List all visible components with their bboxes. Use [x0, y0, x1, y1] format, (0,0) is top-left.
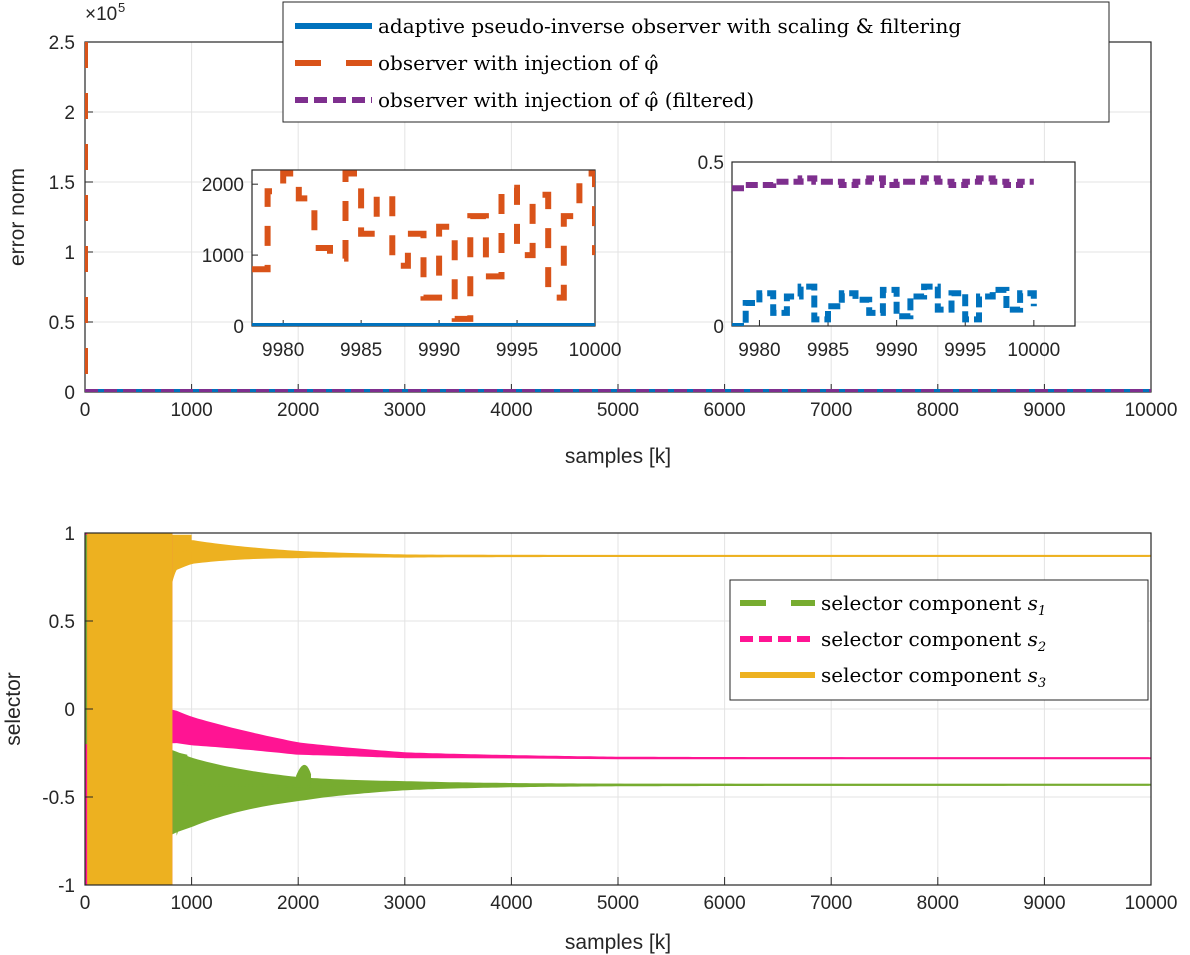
- inset-right-xtick-label: 9990: [875, 340, 917, 361]
- top-xtick-label: 10000: [1125, 400, 1178, 421]
- top-exponent-base: ×10: [85, 4, 117, 25]
- bottom-series-transition-s1: [172, 751, 188, 836]
- inset-left-xtick-label: 9990: [418, 340, 460, 361]
- legend-label-s3: selector component s3: [821, 663, 1046, 691]
- top-xtick-label: 9000: [1023, 400, 1065, 421]
- bottom-series-transition-s3: [172, 534, 192, 583]
- top-legend: adaptive pseudo-inverse observer with sc…: [282, 1, 1110, 123]
- bottom-xtick-label: 9000: [1023, 893, 1065, 914]
- legend-label-adaptive: adaptive pseudo-inverse observer with sc…: [378, 14, 961, 38]
- top-ytick-label: 1: [64, 243, 75, 264]
- inset-right-ytick-label: 0.5: [698, 153, 724, 174]
- bottom-xtick-label: 0: [80, 893, 91, 914]
- inset-right-xtick-label: 10000: [1007, 340, 1060, 361]
- inset-right-xtick-label: 9980: [738, 340, 780, 361]
- top-ylabel: error norm: [6, 168, 29, 266]
- top-ytick-label: 0.5: [49, 313, 75, 334]
- bottom-xtick-label: 6000: [703, 893, 745, 914]
- top-plot: 0 1000 2000 3000 4000 5000 6000 7000 8000 9000 100…: [6, 0, 1177, 468]
- bottom-xlabel: samples [k]: [565, 931, 671, 954]
- inset-left-xtick-label: 9980: [262, 340, 304, 361]
- top-xtick-label: 3000: [384, 400, 426, 421]
- top-xtick-label: 6000: [703, 400, 745, 421]
- inset-left-xtick-label: 10000: [569, 340, 622, 361]
- inset-right-ytick-label: 0: [713, 317, 724, 338]
- bottom-xtick-label: 10000: [1125, 893, 1178, 914]
- inset-left-xtick-label: 9995: [496, 340, 538, 361]
- top-xtick-label: 2000: [277, 400, 319, 421]
- bottom-series-bump-s1: [296, 764, 311, 790]
- top-xlabel: samples [k]: [565, 445, 671, 468]
- bottom-series-envelope-s1: [172, 750, 1149, 835]
- bottom-ytick-label: -0.5: [42, 788, 75, 809]
- top-legend-box: [282, 1, 1110, 123]
- bottom-series-line-s1: [175, 781, 1151, 788]
- top-xtick-label: 8000: [917, 400, 959, 421]
- bottom-ytick-label: 0: [64, 700, 75, 721]
- inset-right-xtick-label: 9995: [944, 340, 986, 361]
- inset-left-series-line-2: [252, 170, 595, 322]
- bottom-series-chaos-s1: [85, 534, 88, 745]
- inset-right-frame: [731, 161, 1076, 327]
- top-ytick-label: 1.5: [49, 173, 75, 194]
- legend-label-s1: selector component s1: [821, 591, 1046, 619]
- bottom-ytick-label: -1: [58, 876, 75, 897]
- inset-left-ytick-label: 0: [233, 317, 244, 338]
- bottom-xtick-label: 7000: [810, 893, 852, 914]
- inset-left: 9980 9985 9990 9995 10000 0 1000 2000: [202, 169, 622, 361]
- top-xtick-label: 7000: [810, 400, 852, 421]
- bottom-xtick-label: 3000: [384, 893, 426, 914]
- bottom-xtick-label: 5000: [597, 893, 639, 914]
- bottom-series-chaos-s3: [87, 533, 173, 885]
- top-ytick-label: 0: [64, 383, 75, 404]
- top-exponent-power: 5: [118, 0, 125, 15]
- bottom-xtick-label: 1000: [170, 893, 212, 914]
- inset-left-xtick-label: 9985: [340, 340, 382, 361]
- bottom-series-line-s3: [175, 549, 1151, 557]
- inset-right-series-line-2: [732, 283, 1037, 326]
- top-ytick-label: 2: [64, 103, 75, 124]
- bottom-xtick-label: 8000: [917, 893, 959, 914]
- bottom-legend: selector component s1 selector component…: [729, 579, 1149, 701]
- top-xtick-label: 4000: [490, 400, 532, 421]
- legend-label-s2: selector component s2: [821, 627, 1046, 655]
- bottom-plot: 0 1000 2000 3000 4000 5000 6000 7000 8000 9000 100…: [2, 524, 1177, 954]
- top-xtick-label: 5000: [597, 400, 639, 421]
- bottom-ytick-label: 0.5: [49, 612, 75, 633]
- legend-label-injection: observer with injection of φ̂: [378, 51, 658, 75]
- bottom-ytick-label: 1: [64, 524, 75, 545]
- legend-label-filtered: observer with injection of φ̂ (filtered): [378, 88, 754, 112]
- inset-right: 9980 9985 9990 9995 10000 0 0.5: [698, 153, 1076, 361]
- bottom-xtick-label: 4000: [490, 893, 532, 914]
- inset-left-ytick-label: 1000: [202, 246, 244, 267]
- inset-right-series-line-1: [732, 175, 1034, 192]
- top-ytick-label: 2.5: [49, 33, 75, 54]
- inset-right-xtick-label: 9985: [807, 340, 849, 361]
- bottom-ylabel: selector: [2, 672, 25, 746]
- bottom-series-line-s2: [175, 732, 1151, 760]
- bottom-xtick-label: 2000: [277, 893, 319, 914]
- top-xtick-label: 1000: [170, 400, 212, 421]
- inset-left-ytick-label: 2000: [202, 175, 244, 196]
- top-xtick-label: 0: [80, 400, 91, 421]
